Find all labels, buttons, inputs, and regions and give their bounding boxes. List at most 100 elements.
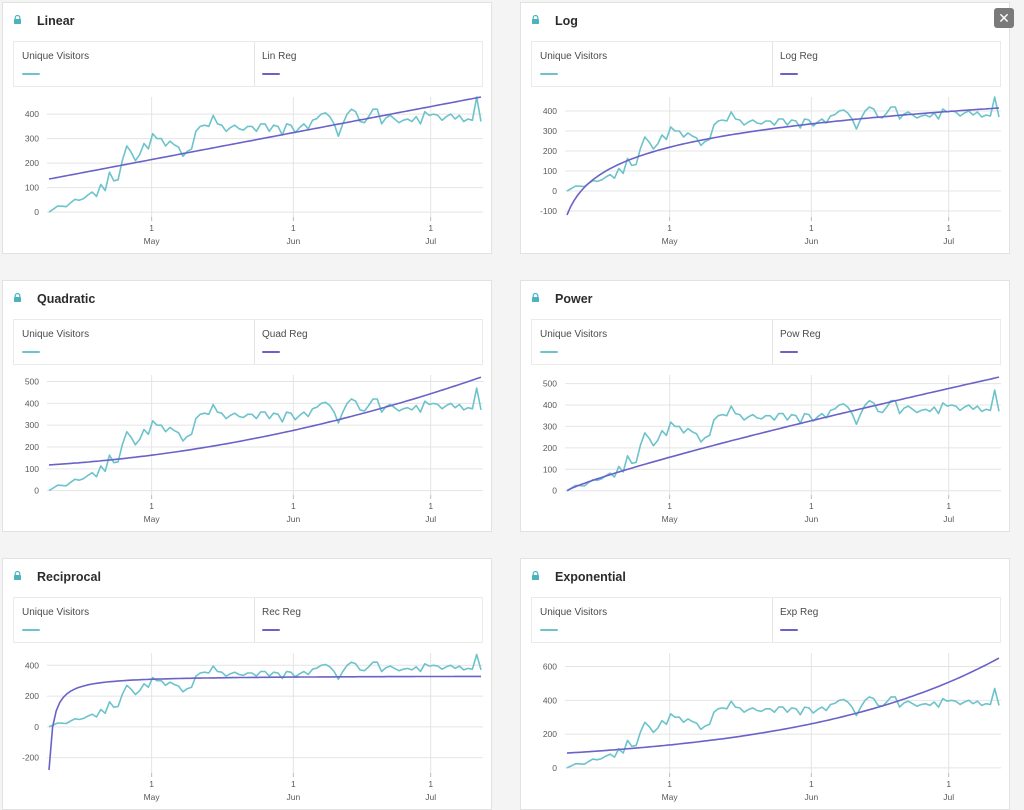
panel-header: Power (521, 281, 1009, 317)
regression-line (48, 96, 482, 180)
legend-regression-label: Rec Reg (262, 607, 301, 618)
series-line-unique-visitors (566, 389, 1000, 492)
x-tick-month: May (662, 236, 679, 246)
legend-series-label: Unique Visitors (22, 607, 90, 618)
legend-item-series[interactable]: Unique Visitors (532, 42, 773, 86)
y-tick-label: 300 (25, 420, 39, 430)
legend-item-series[interactable]: Unique Visitors (532, 320, 773, 364)
x-tick-day: 1 (149, 223, 154, 233)
y-tick-label: 400 (543, 695, 557, 705)
x-tick-month: Jul (943, 792, 954, 802)
x-tick-day: 1 (428, 223, 433, 233)
y-tick-label: 600 (543, 662, 557, 672)
legend-series-swatch (22, 73, 40, 75)
legend-item-regression[interactable]: Lin Reg (254, 42, 482, 86)
series-line-unique-visitors (566, 687, 1000, 769)
panel-header: Exponential (521, 559, 1009, 595)
plot-area: 0 200 400 600 1 May 1 Jun 1 Jul (543, 653, 1001, 802)
x-tick-day: 1 (946, 223, 951, 233)
panel-title: Reciprocal (37, 570, 101, 584)
y-tick-label: 0 (34, 722, 39, 732)
y-tick-label: 100 (25, 464, 39, 474)
y-tick-label: 500 (543, 379, 557, 389)
x-tick-day: 1 (667, 779, 672, 789)
chart-panel-power: Power Unique Visitors Pow Reg 0 100 200 300 400… (520, 280, 1010, 532)
close-button[interactable]: ✕ (994, 8, 1014, 28)
chart-panel-quadratic: Quadratic Unique Visitors Quad Reg 0 100 200 3… (2, 280, 492, 532)
legend-regression-swatch (780, 73, 798, 75)
lock-icon (532, 15, 539, 24)
y-tick-label: 0 (34, 486, 39, 496)
x-tick-month: Jun (804, 514, 818, 524)
y-tick-label: 300 (543, 421, 557, 431)
panel-title: Exponential (555, 570, 626, 584)
lock-icon (14, 293, 21, 302)
x-tick-day: 1 (149, 501, 154, 511)
plot-area: -100 0 100 200 300 400 1 May 1 Jun 1 Jul (540, 96, 1001, 246)
legend-regression-swatch (262, 351, 280, 353)
x-tick-month: Jun (804, 236, 818, 246)
panel-header: Reciprocal (3, 559, 491, 595)
x-tick-day: 1 (809, 501, 814, 511)
series-line-unique-visitors (48, 653, 482, 728)
legend-series-swatch (22, 351, 40, 353)
y-tick-label: 400 (25, 398, 39, 408)
panel-title: Power (555, 292, 593, 306)
y-tick-label: 300 (543, 126, 557, 136)
legend-regression-swatch (262, 73, 280, 75)
x-tick-day: 1 (149, 779, 154, 789)
y-tick-label: -200 (22, 753, 39, 763)
x-tick-month: Jun (286, 514, 300, 524)
x-tick-day: 1 (946, 501, 951, 511)
legend-regression-swatch (780, 351, 798, 353)
y-tick-label: 100 (25, 183, 39, 193)
y-tick-label: 200 (543, 443, 557, 453)
x-tick-month: Jul (943, 514, 954, 524)
legend: Unique Visitors Rec Reg (13, 597, 483, 643)
legend: Unique Visitors Lin Reg (13, 41, 483, 87)
x-tick-day: 1 (946, 779, 951, 789)
x-tick-month: Jul (425, 514, 436, 524)
legend-item-regression[interactable]: Rec Reg (254, 598, 482, 642)
series-line-unique-visitors (566, 96, 1000, 192)
y-tick-label: 400 (543, 106, 557, 116)
legend-item-regression[interactable]: Quad Reg (254, 320, 482, 364)
legend-item-series[interactable]: Unique Visitors (14, 42, 255, 86)
y-tick-label: 200 (25, 158, 39, 168)
legend-series-label: Unique Visitors (540, 329, 608, 340)
y-tick-label: 200 (543, 146, 557, 156)
legend-item-series[interactable]: Unique Visitors (14, 598, 255, 642)
x-tick-month: May (144, 236, 161, 246)
legend-regression-swatch (780, 629, 798, 631)
legend: Unique Visitors Log Reg (531, 41, 1001, 87)
lock-icon (14, 15, 21, 24)
x-tick-month: Jun (286, 236, 300, 246)
x-tick-month: May (662, 514, 679, 524)
legend-regression-label: Exp Reg (780, 607, 819, 618)
x-tick-day: 1 (291, 223, 296, 233)
y-tick-label: 500 (25, 377, 39, 387)
legend-item-regression[interactable]: Exp Reg (772, 598, 1000, 642)
regression-line (566, 107, 1000, 216)
regression-line (48, 675, 481, 770)
legend-item-series[interactable]: Unique Visitors (14, 320, 255, 364)
plot-area: 0 100 200 300 400 1 May 1 Jun 1 Jul (25, 96, 483, 246)
legend-series-label: Unique Visitors (540, 607, 608, 618)
legend-regression-label: Pow Reg (780, 329, 821, 340)
legend-series-swatch (22, 629, 40, 631)
panel-header: Log (521, 3, 1009, 39)
x-tick-day: 1 (667, 501, 672, 511)
regression-line (566, 376, 1000, 492)
y-tick-label: -100 (540, 206, 557, 216)
x-tick-month: Jul (425, 236, 436, 246)
lock-icon (532, 571, 539, 580)
x-tick-month: May (662, 792, 679, 802)
panel-header: Quadratic (3, 281, 491, 317)
x-tick-month: Jul (425, 792, 436, 802)
legend-item-regression[interactable]: Pow Reg (772, 320, 1000, 364)
legend-item-regression[interactable]: Log Reg (772, 42, 1000, 86)
close-icon: ✕ (998, 10, 1010, 26)
legend-item-series[interactable]: Unique Visitors (532, 598, 773, 642)
plot-area: 0 100 200 300 400 500 1 May 1 Jun 1 Jul (25, 375, 483, 524)
series-line-unique-visitors (48, 387, 482, 492)
